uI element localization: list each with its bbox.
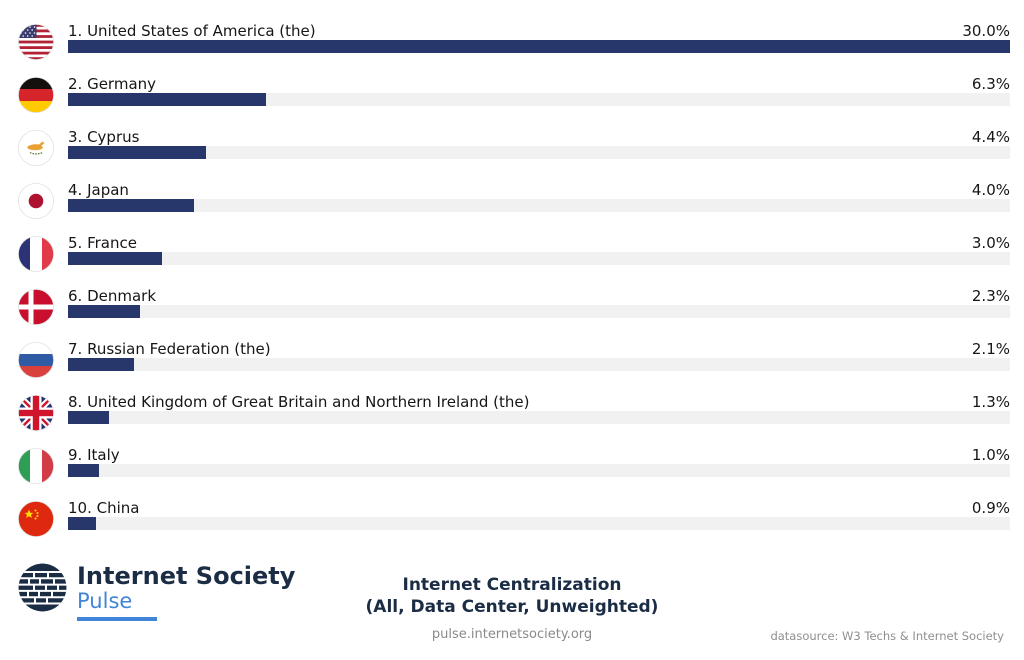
internet-society-pulse-logo: Internet Society Pulse (18, 563, 295, 621)
country-value-label: 1.3% (971, 393, 1010, 411)
chart-row-france: 5. France 3.0% (18, 231, 1010, 272)
chart-row-united-kingdom: 8. United Kingdom of Great Britain and N… (18, 390, 1010, 431)
flag-russia-icon (18, 342, 54, 378)
chart-footer: Internet Society Pulse Internet Centrali… (0, 549, 1024, 660)
country-rank-label: 6. Denmark (68, 287, 157, 305)
bar-track (68, 146, 1010, 159)
country-rank-label: 4. Japan (68, 181, 129, 199)
country-rank-label: 3. Cyprus (68, 128, 140, 146)
bar-fill (68, 464, 100, 477)
country-value-label: 1.0% (971, 446, 1010, 464)
chart-row-united-states: 1. United States of America (the) 30.0% (18, 19, 1010, 60)
chart-row-italy: 9. Italy 1.0% (18, 443, 1010, 484)
row-main: 6. Denmark 2.3% (68, 284, 1010, 318)
bar-fill (68, 146, 207, 159)
website-url: pulse.internetsociety.org (431, 627, 593, 642)
logo-wordmark: Internet Society Pulse (77, 563, 295, 621)
country-value-label: 4.0% (971, 181, 1010, 199)
chart-title-block: Internet Centralization (All, Data Cente… (0, 574, 1024, 618)
row-main: 1. United States of America (the) 30.0% (68, 19, 1010, 53)
centralization-bar-chart: 1. United States of America (the) 30.0% (18, 19, 1010, 537)
country-value-label: 3.0% (971, 234, 1010, 252)
row-main: 10. China 0.9% (68, 496, 1010, 530)
flag-france-icon (18, 236, 54, 272)
flag-cyprus-icon (18, 130, 54, 166)
flag-china-icon (18, 501, 54, 537)
row-main: 2. Germany 6.3% (68, 72, 1010, 106)
bar-track (68, 358, 1010, 371)
chart-row-japan: 4. Japan 4.0% (18, 178, 1010, 219)
country-rank-label: 9. Italy (68, 446, 120, 464)
bar-fill (68, 93, 266, 106)
bar-track (68, 305, 1010, 318)
flag-germany-icon (18, 77, 54, 113)
country-value-label: 2.1% (971, 340, 1010, 358)
logo-pulse-label: Pulse (77, 589, 133, 613)
bar-track (68, 252, 1010, 265)
country-rank-label: 10. China (68, 499, 140, 517)
chart-row-denmark: 6. Denmark 2.3% (18, 284, 1010, 325)
row-main: 4. Japan 4.0% (68, 178, 1010, 212)
bar-fill (68, 358, 134, 371)
datasource-credit: datasource: W3 Techs & Internet Society (770, 629, 1004, 643)
chart-row-cyprus: 3. Cyprus 4.4% (18, 125, 1010, 166)
bar-track (68, 411, 1010, 424)
country-rank-label: 7. Russian Federation (the) (68, 340, 271, 358)
chart-row-germany: 2. Germany 6.3% (18, 72, 1010, 113)
chart-title: Internet Centralization (402, 575, 622, 595)
flag-united-kingdom-icon (18, 395, 54, 431)
flag-denmark-icon (18, 289, 54, 325)
bar-track (68, 464, 1010, 477)
flag-united-states-icon (18, 24, 54, 60)
pulse-underline (77, 617, 157, 621)
row-main: 9. Italy 1.0% (68, 443, 1010, 477)
bar-track (68, 40, 1010, 53)
bar-fill (68, 199, 194, 212)
chart-row-china: 10. China 0.9% (18, 496, 1010, 537)
flag-japan-icon (18, 183, 54, 219)
country-rank-label: 2. Germany (68, 75, 157, 93)
country-value-label: 6.3% (971, 75, 1010, 93)
country-rank-label: 5. France (68, 234, 137, 252)
chart-row-russia: 7. Russian Federation (the) 2.1% (18, 337, 1010, 378)
row-main: 8. United Kingdom of Great Britain and N… (68, 390, 1010, 424)
bar-fill (68, 40, 1010, 53)
bar-track (68, 93, 1010, 106)
bar-track (68, 517, 1010, 530)
logo-title: Internet Society (77, 562, 296, 590)
bar-fill (68, 252, 163, 265)
globe-icon (18, 563, 67, 616)
flag-italy-icon (18, 448, 54, 484)
country-value-label: 4.4% (971, 128, 1010, 146)
country-rank-label: 8. United Kingdom of Great Britain and N… (68, 393, 530, 411)
bar-fill (68, 305, 141, 318)
chart-subtitle: (All, Data Center, Unweighted) (365, 597, 659, 617)
bar-fill (68, 517, 97, 530)
row-main: 5. France 3.0% (68, 231, 1010, 265)
row-main: 3. Cyprus 4.4% (68, 125, 1010, 159)
country-value-label: 30.0% (962, 22, 1010, 40)
country-value-label: 2.3% (971, 287, 1010, 305)
bar-track (68, 199, 1010, 212)
country-value-label: 0.9% (971, 499, 1010, 517)
country-rank-label: 1. United States of America (the) (68, 22, 316, 40)
row-main: 7. Russian Federation (the) 2.1% (68, 337, 1010, 371)
bar-fill (68, 411, 109, 424)
